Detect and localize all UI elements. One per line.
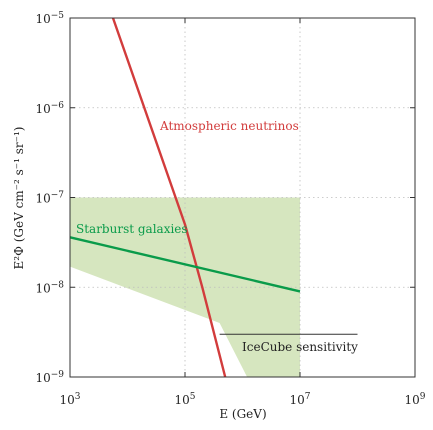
annotation-atmospheric-neutrinos: Atmospheric neutrinos (159, 119, 299, 133)
series-line-atmospheric-neutrinos (111, 17, 227, 378)
x-axis-label: E (GeV) (219, 407, 266, 421)
series-line-starburst-galaxies (69, 236, 301, 293)
y-axis-label: E²Φ (GeV cm⁻² s⁻¹ sr⁻¹) (12, 127, 26, 270)
x-tick-label: 105 (174, 392, 195, 407)
x-tick-label: 103 (59, 392, 80, 407)
y-tick-label: 10−6 (35, 101, 64, 116)
x-tick-label: 107 (289, 392, 310, 407)
annotation-icecube-sensitivity: IceCube sensitivity (242, 340, 358, 354)
grid-layer (70, 18, 415, 377)
band-layer (70, 197, 300, 377)
x-tick-label: 109 (404, 392, 425, 407)
y-tick-label: 10−8 (35, 280, 64, 295)
tick-layer: 103 105 107 109 10−9 10−8 10−7 10−6 10−5 (35, 11, 425, 407)
shaded-band-0 (70, 197, 300, 377)
y-tick-label: 10−9 (35, 370, 64, 385)
annotation-starburst-galaxies: Starburst galaxies (76, 222, 188, 236)
series-layer (69, 17, 358, 378)
y-tick-label: 10−5 (35, 11, 64, 26)
y-tick-label: 10−7 (35, 191, 64, 206)
